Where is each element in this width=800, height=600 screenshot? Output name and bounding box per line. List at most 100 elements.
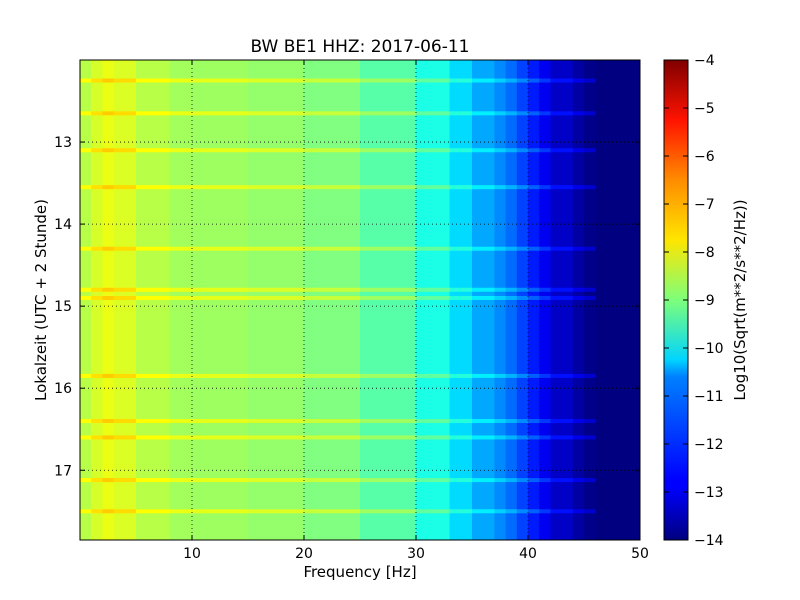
noise-band xyxy=(113,78,137,83)
colorbar-tick-label: −10 xyxy=(694,341,724,357)
noise-band xyxy=(360,373,417,378)
noise-band xyxy=(169,185,193,190)
noise-band xyxy=(449,78,473,83)
noise-band xyxy=(91,509,103,514)
noise-band xyxy=(449,295,473,300)
noise-band xyxy=(360,246,417,251)
noise-band xyxy=(416,148,451,153)
noise-band xyxy=(528,246,540,251)
noise-band xyxy=(136,295,171,300)
noise-band xyxy=(416,419,451,424)
noise-band xyxy=(539,111,551,116)
noise-band xyxy=(572,509,585,514)
noise-band xyxy=(113,185,137,190)
noise-band xyxy=(360,78,417,83)
y-tick-label: 15 xyxy=(54,299,72,315)
noise-band xyxy=(472,111,495,116)
heatmap-cell xyxy=(91,60,103,540)
noise-band xyxy=(539,295,551,300)
noise-band xyxy=(449,185,473,190)
noise-band xyxy=(91,478,103,483)
noise-band xyxy=(416,435,451,440)
colorbar-tick-label: −11 xyxy=(694,389,724,405)
noise-band xyxy=(360,287,417,292)
noise-band xyxy=(472,78,495,83)
heatmap-cell xyxy=(539,60,551,540)
noise-band xyxy=(572,287,585,292)
noise-band xyxy=(528,185,540,190)
noise-band xyxy=(528,478,540,483)
noise-band xyxy=(494,509,507,514)
noise-band xyxy=(472,295,495,300)
noise-band xyxy=(192,478,249,483)
noise-band xyxy=(360,295,417,300)
noise-band xyxy=(136,478,171,483)
noise-band xyxy=(304,287,361,292)
noise-band xyxy=(528,295,540,300)
noise-band xyxy=(91,419,103,424)
noise-band xyxy=(449,148,473,153)
colorbar-tick-label: −14 xyxy=(694,533,724,549)
noise-band xyxy=(304,435,361,440)
noise-band xyxy=(505,435,518,440)
noise-band xyxy=(494,435,507,440)
noise-band xyxy=(102,287,115,292)
noise-band xyxy=(550,478,574,483)
noise-band xyxy=(102,246,115,251)
noise-band xyxy=(494,373,507,378)
noise-band xyxy=(169,373,193,378)
noise-band xyxy=(169,111,193,116)
noise-band xyxy=(102,148,115,153)
noise-band xyxy=(91,111,103,116)
noise-band xyxy=(516,78,529,83)
noise-band xyxy=(136,148,171,153)
noise-band xyxy=(584,78,596,83)
chart-title: BW BE1 HHZ: 2017-06-11 xyxy=(250,37,469,57)
noise-band xyxy=(169,435,193,440)
noise-band xyxy=(80,185,92,190)
noise-band xyxy=(169,478,193,483)
x-axis-label: Frequency [Hz] xyxy=(303,563,416,581)
noise-band xyxy=(113,509,137,514)
noise-band xyxy=(360,509,417,514)
heatmap-cell xyxy=(584,60,596,540)
noise-band xyxy=(550,419,574,424)
noise-band xyxy=(416,246,451,251)
noise-band xyxy=(80,478,92,483)
noise-band xyxy=(528,509,540,514)
colorbar-tick-label: −8 xyxy=(694,245,715,261)
y-tick-label: 16 xyxy=(54,381,72,397)
noise-band xyxy=(91,78,103,83)
noise-band xyxy=(572,435,585,440)
y-axis-ticks: 13 14 15 16 17 xyxy=(54,135,640,479)
noise-band xyxy=(113,373,137,378)
noise-band xyxy=(304,246,361,251)
noise-band xyxy=(539,419,551,424)
heatmap-cell xyxy=(516,60,529,540)
noise-band xyxy=(304,373,361,378)
noise-band xyxy=(304,419,361,424)
noise-band xyxy=(550,435,574,440)
noise-band xyxy=(572,111,585,116)
heatmap-cell xyxy=(192,60,249,540)
noise-band xyxy=(505,287,518,292)
noise-band xyxy=(572,419,585,424)
heatmap-cell xyxy=(449,60,473,540)
noise-band xyxy=(572,373,585,378)
noise-band xyxy=(192,373,249,378)
noise-band xyxy=(516,509,529,514)
noise-band xyxy=(494,287,507,292)
noise-band xyxy=(472,287,495,292)
noise-band xyxy=(248,509,305,514)
heatmap-cell xyxy=(169,60,193,540)
heatmap-cell xyxy=(248,60,305,540)
noise-band xyxy=(136,78,171,83)
noise-band xyxy=(505,148,518,153)
noise-band xyxy=(192,509,249,514)
noise-band xyxy=(505,295,518,300)
noise-band xyxy=(528,78,540,83)
noise-band xyxy=(192,246,249,251)
noise-band xyxy=(248,295,305,300)
noise-band xyxy=(248,185,305,190)
y-tick-label: 14 xyxy=(54,217,72,233)
